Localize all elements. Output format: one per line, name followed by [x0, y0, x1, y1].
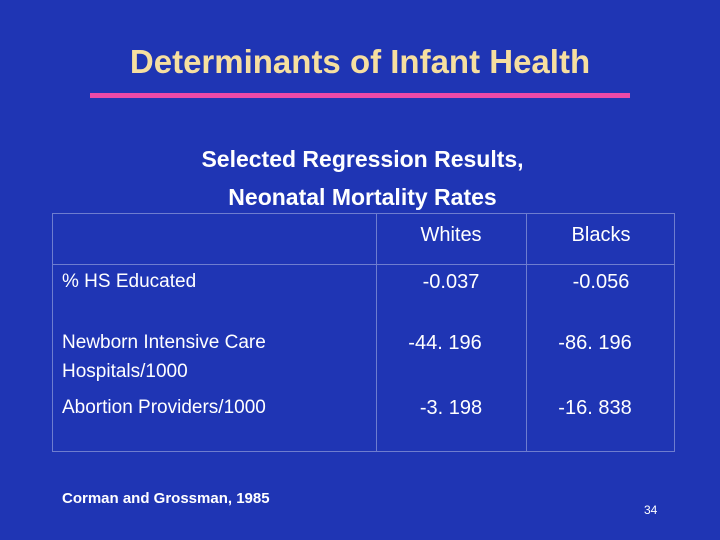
row-label-nicu-line-1: Newborn Intensive Care [62, 332, 266, 353]
row-label-nicu-line-2: Hospitals/1000 [62, 361, 188, 382]
value-abortion-whites: -3. 198 [419, 397, 483, 419]
table-header-divider [52, 264, 675, 265]
column-header-whites: Whites [420, 224, 482, 246]
value-nicu-blacks: -86. 196 [558, 332, 632, 354]
subtitle-line-1: Selected Regression Results, [201, 146, 524, 172]
row-label-abortion-providers: Abortion Providers/1000 [62, 397, 266, 418]
slide-subtitle: Selected Regression Results, Neonatal Mo… [0, 140, 720, 216]
source-citation: Corman and Grossman, 1985 [62, 490, 270, 507]
title-underline [90, 93, 630, 98]
value-hs-educated-blacks: -0.056 [572, 271, 630, 293]
value-abortion-blacks: -16. 838 [558, 397, 632, 419]
value-hs-educated-whites: -0.037 [422, 271, 480, 293]
column-header-blacks: Blacks [571, 224, 631, 246]
subtitle-line-2: Neonatal Mortality Rates [228, 184, 497, 210]
regression-table [52, 213, 675, 452]
page-number: 34 [644, 503, 658, 517]
slide-title: Determinants of Infant Health [129, 43, 591, 80]
table-column-divider-1 [376, 213, 377, 452]
row-label-hs-educated: % HS Educated [62, 271, 197, 292]
table-column-divider-2 [526, 213, 527, 452]
value-nicu-whites: -44. 196 [408, 332, 482, 354]
